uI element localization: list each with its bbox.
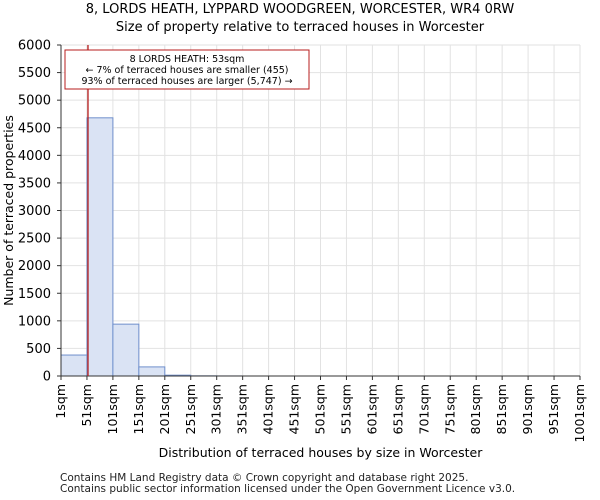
x-tick-label: 1sqm — [53, 384, 68, 419]
histogram-chart: 0 500 1000 1500 2000 2500 3000 3500 4000 4500 5000… — [1, 39, 587, 461]
x-tick-label: 651sqm — [390, 384, 405, 434]
x-tick-label: 501sqm — [313, 384, 328, 434]
x-tick-label: 701sqm — [416, 384, 431, 434]
x-tick-label: 251sqm — [183, 384, 198, 434]
x-tick-label: 551sqm — [338, 384, 353, 434]
x-tick-label: 201sqm — [157, 384, 172, 434]
x-tick-label: 851sqm — [494, 384, 509, 434]
x-tick-label: 1001sqm — [572, 384, 587, 442]
histogram-bar — [138, 366, 166, 377]
x-tick-label: 51sqm — [79, 384, 94, 427]
footer-copyright: Contains HM Land Registry data © Crown c… — [60, 472, 469, 484]
annotation-box — [64, 49, 310, 90]
x-axis-label: Distribution of terraced houses by size … — [159, 445, 484, 460]
x-tick-label: 151sqm — [131, 384, 146, 434]
x-tick-label: 601sqm — [364, 384, 379, 434]
x-tick-label: 751sqm — [442, 384, 457, 434]
x-tick-label: 451sqm — [287, 384, 302, 434]
histogram-bar — [60, 354, 88, 377]
y-tick-label: 4000 — [18, 149, 51, 164]
annotation-larger: 93% of terraced houses are larger (5,747… — [81, 76, 292, 87]
histogram-bar — [86, 117, 114, 377]
x-tick-label: 901sqm — [520, 384, 535, 434]
histogram-bar — [112, 323, 140, 377]
footer-licence: Contains public sector information licen… — [60, 483, 516, 495]
y-tick-label: 0 — [43, 370, 51, 385]
y-tick-label: 1000 — [18, 314, 51, 329]
y-tick-label: 3500 — [18, 176, 51, 191]
y-tick-label: 5000 — [18, 94, 51, 109]
y-axis-label: Number of terraced properties — [1, 115, 16, 306]
x-tick-label: 401sqm — [261, 384, 276, 434]
y-tick-label: 1500 — [18, 287, 51, 302]
annotation-title: 8 LORDS HEATH: 53sqm — [130, 54, 245, 65]
y-tick-label: 6000 — [18, 39, 51, 54]
y-tick-label: 5500 — [18, 66, 51, 81]
y-tick-label: 500 — [26, 342, 51, 357]
x-tick-label: 351sqm — [235, 384, 250, 434]
x-tick-label: 301sqm — [209, 384, 224, 434]
x-tick-label: 951sqm — [546, 384, 561, 434]
y-tick-label: 3000 — [18, 204, 51, 219]
chart-subtitle: Size of property relative to terraced ho… — [115, 20, 485, 35]
y-tick-label: 2500 — [18, 232, 51, 247]
chart-title: 8, LORDS HEATH, LYPPARD WOODGREEN, WORCE… — [85, 2, 515, 17]
annotation-smaller: ← 7% of terraced houses are smaller (455… — [85, 65, 288, 76]
x-tick-label: 101sqm — [105, 384, 120, 434]
x-tick-label: 801sqm — [468, 384, 483, 434]
y-tick-label: 2000 — [18, 259, 51, 274]
y-tick-label: 4500 — [18, 121, 51, 136]
